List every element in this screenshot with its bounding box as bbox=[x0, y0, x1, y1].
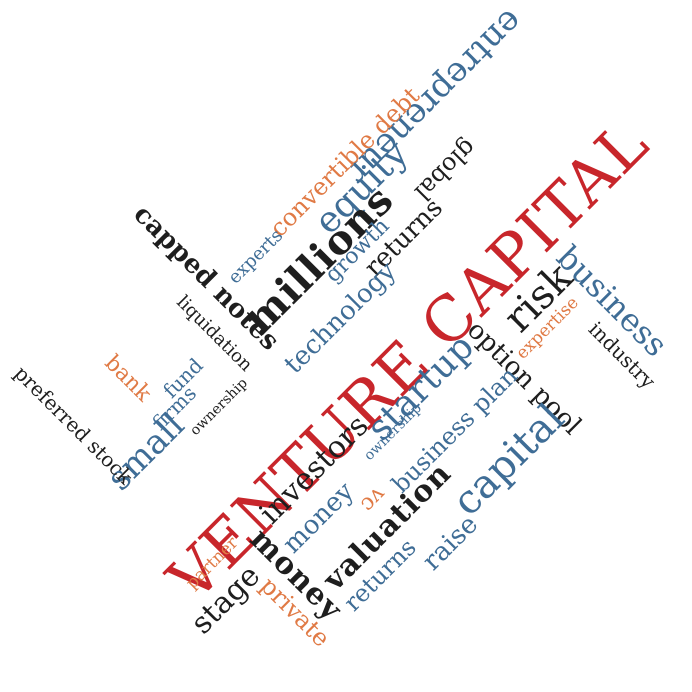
word-fund: fund bbox=[158, 353, 208, 403]
word-raise: raise bbox=[416, 509, 485, 577]
word-ownership-left: ownership bbox=[187, 375, 251, 439]
word-global: global bbox=[409, 133, 482, 207]
word-bank: bank bbox=[99, 350, 156, 407]
